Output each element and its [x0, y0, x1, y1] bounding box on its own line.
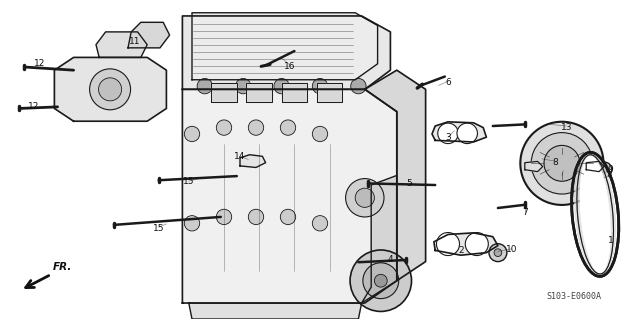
Polygon shape [211, 83, 237, 102]
Circle shape [601, 167, 607, 173]
Circle shape [351, 78, 366, 94]
Text: 2: 2 [458, 246, 463, 255]
Circle shape [184, 216, 200, 231]
Circle shape [197, 78, 212, 94]
Polygon shape [192, 13, 378, 80]
Polygon shape [189, 303, 362, 319]
Circle shape [596, 162, 612, 177]
Polygon shape [525, 161, 543, 172]
Circle shape [436, 233, 460, 256]
Circle shape [350, 250, 412, 311]
Polygon shape [182, 89, 397, 303]
Circle shape [216, 120, 232, 135]
Polygon shape [246, 83, 272, 102]
Circle shape [184, 126, 200, 142]
Circle shape [312, 216, 328, 231]
Polygon shape [365, 70, 426, 281]
Ellipse shape [574, 154, 616, 275]
Circle shape [489, 244, 507, 262]
Text: 1: 1 [609, 236, 614, 245]
Polygon shape [240, 155, 266, 167]
Circle shape [494, 249, 502, 256]
Text: 3: 3 [445, 133, 451, 142]
Circle shape [312, 78, 328, 94]
Circle shape [438, 123, 458, 144]
Polygon shape [317, 83, 342, 102]
Polygon shape [96, 32, 147, 57]
Text: 16: 16 [284, 63, 296, 71]
Circle shape [529, 152, 536, 160]
Circle shape [457, 123, 477, 144]
Circle shape [274, 78, 289, 94]
Polygon shape [54, 57, 166, 121]
Polygon shape [282, 83, 307, 102]
Circle shape [544, 145, 580, 181]
Text: S103-E0600A: S103-E0600A [547, 293, 602, 301]
Text: 4: 4 [388, 256, 393, 264]
Circle shape [355, 188, 374, 207]
Text: 12: 12 [28, 102, 39, 111]
Text: 15: 15 [183, 177, 195, 186]
Circle shape [248, 120, 264, 135]
Circle shape [520, 122, 604, 205]
Text: 11: 11 [129, 37, 140, 46]
Circle shape [531, 133, 593, 194]
Polygon shape [432, 122, 486, 142]
Circle shape [465, 233, 488, 256]
Circle shape [524, 147, 541, 165]
Polygon shape [182, 16, 390, 89]
Circle shape [90, 69, 131, 110]
Circle shape [363, 263, 399, 299]
Polygon shape [586, 161, 604, 172]
Text: 7: 7 [522, 208, 527, 217]
Circle shape [312, 126, 328, 142]
Text: 12: 12 [34, 59, 45, 68]
Text: 14: 14 [234, 152, 246, 161]
Circle shape [236, 78, 251, 94]
Circle shape [248, 209, 264, 225]
Text: 5: 5 [407, 179, 412, 188]
Text: 13: 13 [561, 123, 572, 132]
Polygon shape [434, 233, 498, 255]
Circle shape [216, 209, 232, 225]
Text: 15: 15 [153, 224, 164, 233]
Text: 6: 6 [445, 78, 451, 87]
Circle shape [280, 120, 296, 135]
Ellipse shape [580, 156, 611, 273]
Circle shape [374, 274, 387, 287]
Polygon shape [362, 175, 397, 303]
Text: 9: 9 [608, 165, 613, 174]
Polygon shape [128, 22, 170, 48]
Circle shape [346, 179, 384, 217]
Circle shape [280, 209, 296, 225]
Circle shape [99, 78, 122, 101]
Text: 8: 8 [552, 158, 557, 167]
Text: 10: 10 [506, 245, 518, 254]
Text: FR.: FR. [52, 262, 72, 272]
